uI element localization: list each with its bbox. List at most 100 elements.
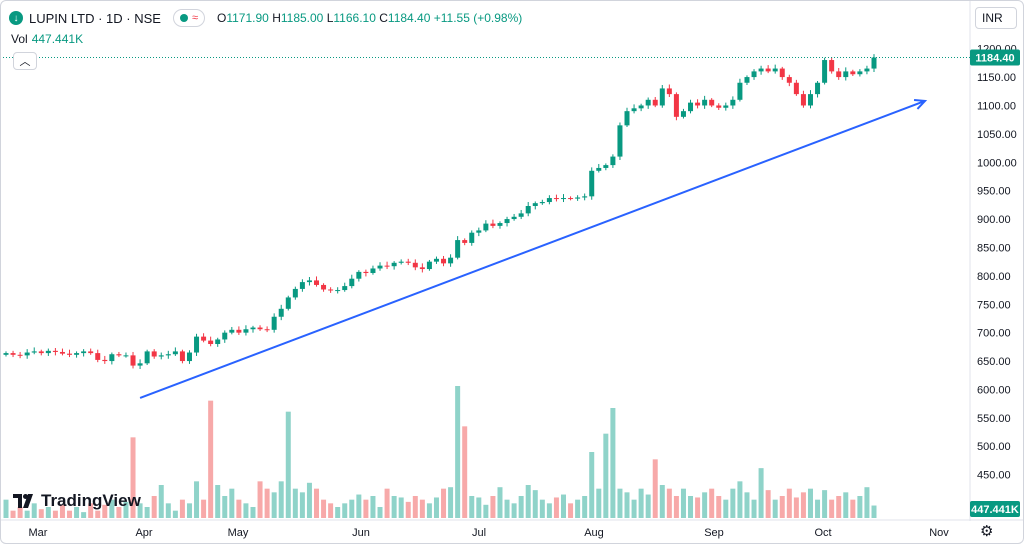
volume-bar <box>158 485 164 518</box>
candle-body <box>74 353 80 355</box>
candle-body <box>186 352 192 362</box>
volume-bar <box>836 496 842 518</box>
volume-bar <box>772 499 778 518</box>
volume-bar <box>3 499 9 518</box>
candle-body <box>836 71 842 78</box>
time-tick-label: Jun <box>352 527 370 539</box>
volume-value: 447.441K <box>31 32 84 46</box>
volume-bar <box>617 488 623 518</box>
volume-bar <box>88 503 94 518</box>
low-label: L <box>326 11 334 25</box>
candle-body <box>137 363 143 366</box>
status-pill[interactable]: ≈ <box>172 9 205 27</box>
tradingview-logo[interactable]: TradingView <box>13 491 141 511</box>
candle-body <box>398 261 404 263</box>
candle-body <box>518 213 524 217</box>
candle-body <box>645 99 651 106</box>
candle-body <box>864 68 870 72</box>
candle-body <box>349 278 355 287</box>
volume-bar <box>624 492 630 518</box>
logo-text: TradingView <box>41 491 141 510</box>
currency-selector[interactable]: INR <box>975 7 1017 29</box>
volume-bar <box>363 499 369 518</box>
candle-body <box>723 105 729 108</box>
volume-bar <box>518 496 524 518</box>
candle-body <box>800 94 806 106</box>
volume-bar <box>680 488 686 518</box>
candle-body <box>342 286 348 291</box>
volume-bar <box>236 499 242 518</box>
candle-body <box>194 336 200 353</box>
candle-body <box>229 329 235 333</box>
candle-body <box>81 351 87 354</box>
candle-body <box>109 354 115 362</box>
candle-body <box>744 77 750 83</box>
volume-bar <box>511 503 517 518</box>
volume-bar <box>102 504 108 518</box>
volume-bar <box>328 503 334 518</box>
price-tick-label: 950.00 <box>977 186 1011 198</box>
candle-body <box>448 257 454 264</box>
volume-bar <box>243 503 249 518</box>
time-tick-label: Mar <box>29 527 48 539</box>
candle-body <box>95 353 101 360</box>
candle-body <box>10 353 16 355</box>
price-tick-label: 1000.00 <box>977 157 1017 169</box>
price-tick-label: 800.00 <box>977 271 1011 283</box>
volume-legend: Vol 447.441K <box>11 32 83 46</box>
candle-body <box>730 99 736 106</box>
volume-bar <box>208 400 214 518</box>
download-icon[interactable]: ↓ <box>9 11 23 25</box>
volume-bar <box>412 496 418 518</box>
candle-body <box>751 71 757 78</box>
volume-bar <box>285 411 291 518</box>
candle-body <box>67 353 73 355</box>
volume-bar <box>850 499 856 518</box>
volume-bar <box>194 481 200 518</box>
trend-arrow-head <box>913 98 928 110</box>
candle-body <box>208 340 214 345</box>
candle-body <box>469 232 475 243</box>
volume-bar <box>123 501 129 518</box>
candle-body <box>172 351 178 355</box>
volume-bar <box>59 504 65 518</box>
volume-bar <box>342 503 348 518</box>
candle-body <box>278 308 284 317</box>
candle-body <box>116 354 122 356</box>
volume-bar <box>299 492 305 518</box>
volume-bar <box>405 501 411 518</box>
volume-bar <box>737 481 743 518</box>
volume-bar <box>723 499 729 518</box>
candle-body <box>829 60 835 72</box>
symbol-title[interactable]: LUPIN LTD · 1D · NSE <box>29 10 161 26</box>
chevron-up-icon[interactable]: ︿ <box>13 52 37 70</box>
candle-body <box>546 198 552 203</box>
volume-bar <box>321 499 327 518</box>
volume-bar <box>215 485 221 518</box>
candle-body <box>560 198 566 200</box>
candle-body <box>370 268 376 274</box>
volume-bar <box>398 497 404 518</box>
gear-icon[interactable]: ⚙ <box>980 523 994 540</box>
volume-bar <box>532 490 538 518</box>
time-tick-label: Apr <box>135 527 152 539</box>
volume-bar <box>306 482 312 518</box>
symbol-legend: ↓ LUPIN LTD · 1D · NSE ≈ O1171.90 H1185.… <box>9 9 522 27</box>
last-volume-tag <box>970 501 1020 517</box>
high-label: H <box>272 11 281 25</box>
volume-bar <box>370 496 376 518</box>
candle-body <box>243 329 249 333</box>
candle-body <box>779 68 785 78</box>
volume-bar <box>109 499 115 518</box>
volume-bar <box>45 507 51 518</box>
volume-bar <box>666 488 672 518</box>
volume-bar <box>490 496 496 518</box>
candle-body <box>455 240 461 258</box>
time-tick-label: May <box>228 527 249 539</box>
candle-body <box>377 265 383 269</box>
volume-bar <box>786 488 792 518</box>
volume-bar <box>829 499 835 518</box>
volume-bar <box>568 503 574 518</box>
